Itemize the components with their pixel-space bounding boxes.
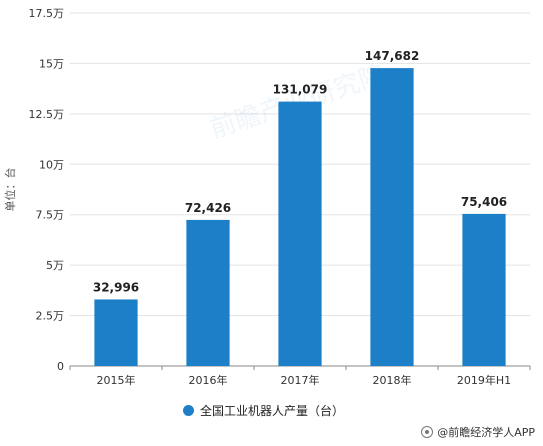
legend-label: 全国工业机器人产量（台）	[200, 404, 345, 418]
x-tick-label: 2017年	[281, 373, 320, 387]
camera-icon	[421, 426, 434, 438]
data-label: 32,996	[93, 280, 139, 294]
legend: 全国工业机器人产量（台）	[183, 402, 344, 419]
y-axis-label: 单位：台	[3, 168, 17, 212]
data-label: 147,682	[365, 49, 420, 63]
y-tick-label: 2.5万	[36, 310, 65, 323]
x-tick-label: 2018年	[373, 373, 412, 387]
bar	[94, 299, 138, 366]
bar	[278, 101, 322, 366]
data-label: 131,079	[273, 83, 328, 97]
bar	[370, 68, 414, 366]
x-tick-label: 2015年	[97, 373, 136, 387]
y-tick-label: 15万	[39, 57, 64, 70]
y-tick-label: 7.5万	[36, 209, 65, 222]
y-tick-label: 12.5万	[29, 108, 65, 121]
x-tick-label: 2019年H1	[457, 373, 511, 387]
source-text: @前瞻经济学人APP	[437, 426, 535, 439]
bar	[462, 213, 506, 366]
legend-marker	[183, 405, 194, 416]
y-tick-label: 10万	[39, 158, 64, 171]
y-tick-label: 17.5万	[29, 7, 65, 20]
source-credit: @前瞻经济学人APP	[421, 424, 535, 440]
y-tick-label: 5万	[46, 259, 64, 272]
bar	[186, 219, 230, 366]
data-label: 75,406	[461, 195, 507, 209]
x-tick-label: 2016年	[189, 373, 228, 387]
y-tick-label: 0	[57, 360, 64, 373]
data-label: 72,426	[185, 201, 231, 215]
